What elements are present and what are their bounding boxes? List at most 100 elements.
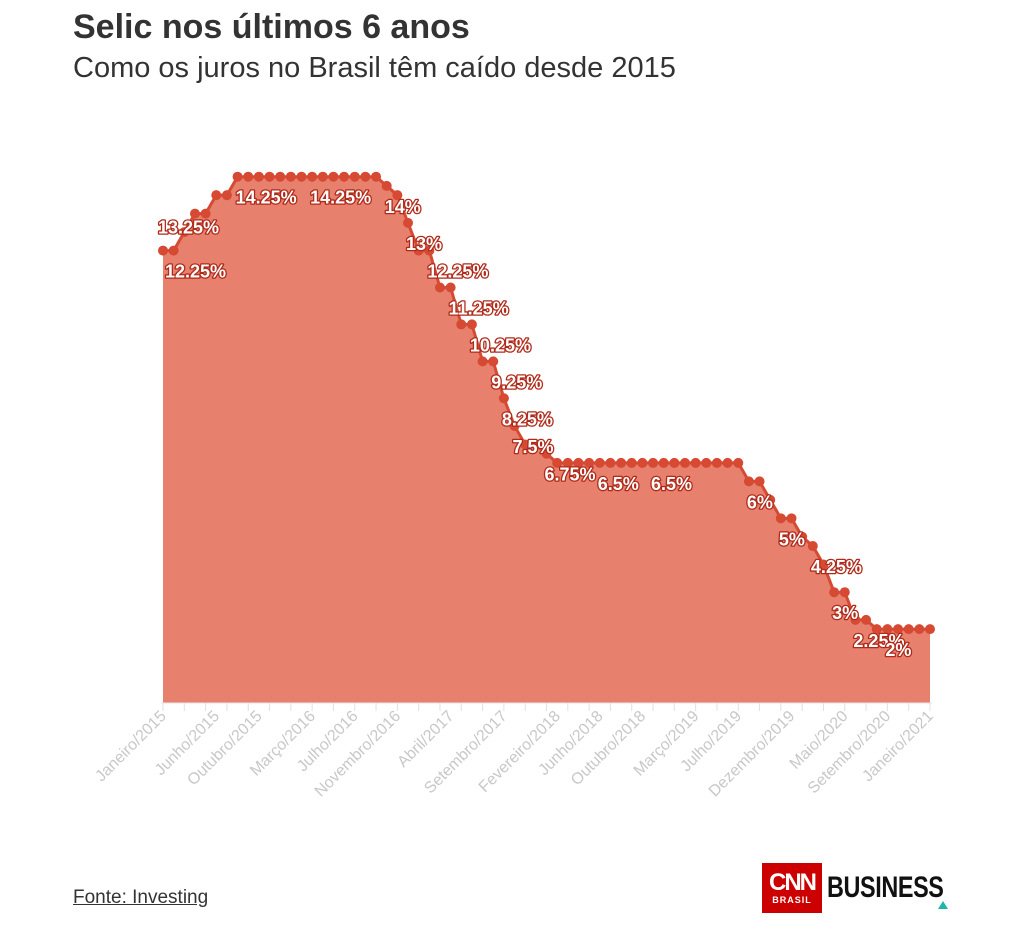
- data-point: [861, 614, 872, 625]
- data-point: [807, 541, 818, 552]
- data-point: [264, 171, 275, 182]
- data-point: [424, 245, 435, 256]
- data-label: 14.25%: [236, 188, 297, 208]
- data-point: [711, 457, 722, 468]
- data-point: [403, 217, 414, 228]
- data-point: [658, 457, 669, 468]
- data-label: 2.25%: [853, 631, 904, 651]
- data-point: [925, 624, 935, 635]
- data-point: [434, 282, 445, 293]
- data-point: [775, 513, 786, 524]
- area-fill: [163, 176, 930, 703]
- data-label: 14.25%: [310, 188, 371, 208]
- data-point: [317, 171, 328, 182]
- data-point: [339, 171, 350, 182]
- data-point: [243, 171, 254, 182]
- data-point: [488, 356, 499, 367]
- data-point: [903, 624, 914, 635]
- data-point: [605, 457, 616, 468]
- data-point: [626, 457, 637, 468]
- data-label: 8.25%: [502, 409, 553, 429]
- data-point: [637, 457, 648, 468]
- data-point: [541, 448, 552, 459]
- data-point: [648, 457, 659, 468]
- data-points: [158, 171, 935, 635]
- data-point: [179, 227, 190, 238]
- chart-title: Selic nos últimos 6 anos: [73, 8, 470, 46]
- data-point: [520, 439, 531, 450]
- data-point: [818, 559, 829, 570]
- data-point: [445, 282, 456, 293]
- data-point: [360, 171, 371, 182]
- data-label: 5%: [779, 529, 805, 549]
- data-point: [882, 624, 893, 635]
- data-label: 13%: [406, 234, 442, 254]
- data-label: 14%: [385, 197, 421, 217]
- data-label: 6.5%: [598, 474, 639, 494]
- data-point: [893, 624, 904, 635]
- data-point: [466, 319, 477, 330]
- chart-subtitle: Como os juros no Brasil têm caído desde …: [73, 52, 676, 84]
- data-point: [871, 624, 882, 635]
- data-point: [413, 245, 424, 256]
- data-point: [189, 208, 200, 219]
- data-point: [371, 171, 382, 182]
- data-point: [669, 457, 680, 468]
- data-label: 7.5%: [513, 437, 554, 457]
- data-point: [701, 457, 712, 468]
- data-label: 3%: [832, 603, 858, 623]
- data-point: [829, 587, 840, 598]
- data-label: 10.25%: [470, 335, 531, 355]
- data-point: [839, 587, 850, 598]
- data-point: [562, 457, 573, 468]
- data-point: [296, 171, 307, 182]
- logo-cnn-text: CNN: [769, 869, 817, 896]
- data-point: [328, 171, 339, 182]
- data-point: [168, 245, 179, 256]
- cnn-business-logo: CNN BRASIL BUSINESS: [762, 863, 976, 913]
- data-point: [743, 476, 754, 487]
- data-point: [616, 457, 627, 468]
- source-note: Fonte: Investing: [73, 887, 209, 908]
- x-tick-label: Outubro/2018: [568, 708, 649, 789]
- data-point: [530, 439, 541, 450]
- data-point: [850, 614, 861, 625]
- data-point: [392, 190, 403, 201]
- x-axis-ticks: Janeiro/2015Junho/2015Outubro/2015Março/…: [92, 703, 937, 800]
- x-tick-label: Outubro/2015: [184, 708, 265, 789]
- data-point: [285, 171, 296, 182]
- data-point: [211, 190, 222, 201]
- data-point: [498, 393, 509, 404]
- data-labels: 12.25% 13.25% 14.25% 14.25% 14% 13% 12.25% 11.2…: [157, 186, 913, 661]
- data-point: [594, 457, 605, 468]
- data-point: [275, 171, 286, 182]
- data-point: [232, 171, 243, 182]
- data-point: [477, 356, 488, 367]
- data-label: 11.25%: [449, 299, 509, 319]
- data-label: 12.25%: [427, 262, 488, 282]
- data-label: 4.25%: [811, 557, 862, 577]
- data-point: [456, 319, 467, 330]
- data-point: [722, 457, 733, 468]
- data-point: [914, 624, 925, 635]
- data-point: [679, 457, 690, 468]
- data-point: [765, 494, 776, 505]
- data-label: 13.25%: [158, 218, 219, 238]
- data-point: [786, 513, 797, 524]
- data-point: [584, 457, 595, 468]
- data-point: [381, 180, 392, 191]
- logo-business-text: BUSINESS: [827, 871, 944, 904]
- data-point: [158, 245, 168, 256]
- logo-brasil-text: BRASIL: [772, 895, 812, 905]
- logo-triangle-icon: [938, 901, 948, 909]
- data-point: [552, 457, 563, 468]
- cnn-brasil-logo-box: CNN BRASIL: [762, 863, 822, 913]
- data-label: 6.75%: [545, 465, 596, 485]
- data-point: [690, 457, 701, 468]
- data-point: [221, 190, 232, 201]
- data-point: [754, 476, 765, 487]
- data-point: [573, 457, 584, 468]
- data-point: [509, 421, 520, 431]
- data-point: [253, 171, 264, 182]
- data-label: 6.5%: [651, 474, 692, 494]
